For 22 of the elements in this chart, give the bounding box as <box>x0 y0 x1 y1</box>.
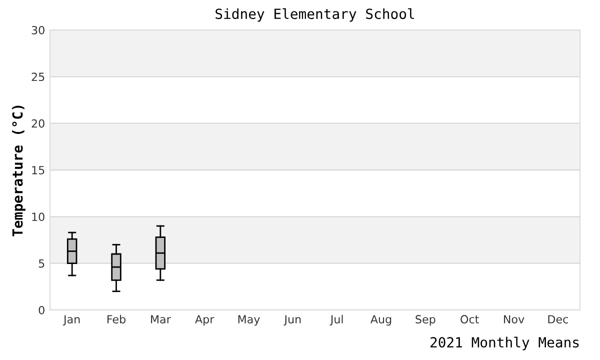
x-tick-label: Apr <box>195 315 214 326</box>
x-tick-label: Mar <box>151 315 171 324</box>
x-axis-title: 2021 Monthly Means <box>430 336 579 350</box>
x-tick-label: Feb <box>108 314 126 324</box>
y-tick-label: 10 <box>32 212 44 222</box>
x-tick-label: Nov <box>504 315 524 324</box>
y-tick-label: 25 <box>32 72 44 82</box>
x-tick-label: Sep <box>416 315 436 326</box>
x-tick-label: May <box>238 315 260 326</box>
chart-title: Sidney Elementary School <box>216 8 414 22</box>
y-axis-title: Temperature (°C) <box>12 106 26 236</box>
x-tick-label: Jul <box>330 314 343 326</box>
x-tick-label: Aug <box>370 315 392 326</box>
y-tick-label: 0 <box>38 306 44 314</box>
y-tick-label: 5 <box>38 259 44 268</box>
y-tick-label: 30 <box>32 26 44 34</box>
x-tick-label: Dec <box>548 315 568 324</box>
y-tick-label: 20 <box>32 119 44 128</box>
y-tick-label: 15 <box>32 166 44 174</box>
x-tick-label: Oct <box>460 315 479 324</box>
x-tick-label: Jun <box>284 315 301 326</box>
x-tick-label: Jan <box>62 315 80 326</box>
